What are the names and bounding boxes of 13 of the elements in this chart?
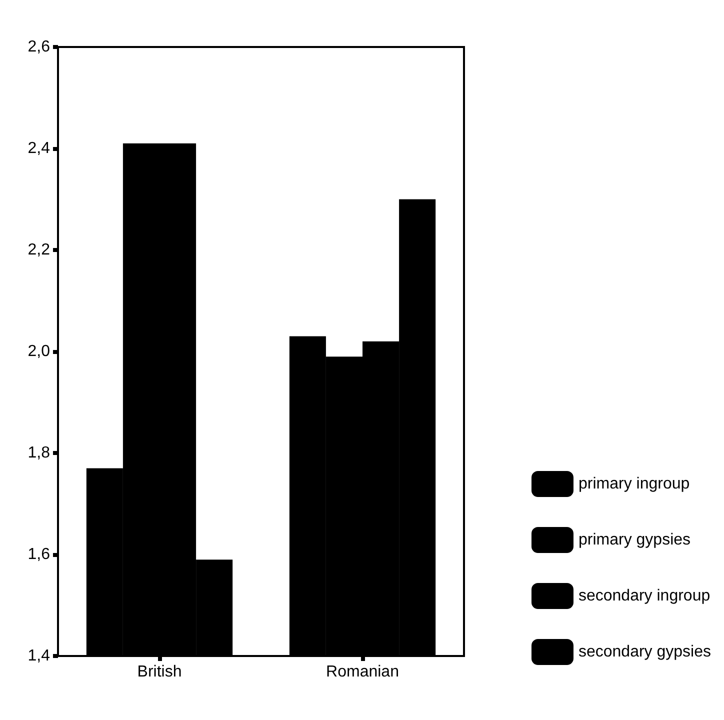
legend-label: secondary ingroup: [578, 588, 710, 604]
y-tick-label: 2,2: [28, 242, 50, 258]
y-tick-label: 1,8: [28, 444, 50, 462]
y-tick-label: 1,6: [28, 546, 50, 563]
x-tick-label: Romanian: [326, 664, 399, 680]
legend-label: primary gypsies: [578, 532, 691, 548]
x-tick-label: British: [137, 664, 182, 680]
y-tick-label: 2,0: [28, 343, 50, 360]
y-tick-label: 2,4: [28, 140, 50, 157]
y-tick-label: 1,4: [28, 648, 50, 664]
legend-label: secondary gypsies: [578, 644, 711, 660]
legend-label: primary ingroup: [578, 476, 690, 492]
y-tick-label: 2,6: [28, 38, 50, 56]
